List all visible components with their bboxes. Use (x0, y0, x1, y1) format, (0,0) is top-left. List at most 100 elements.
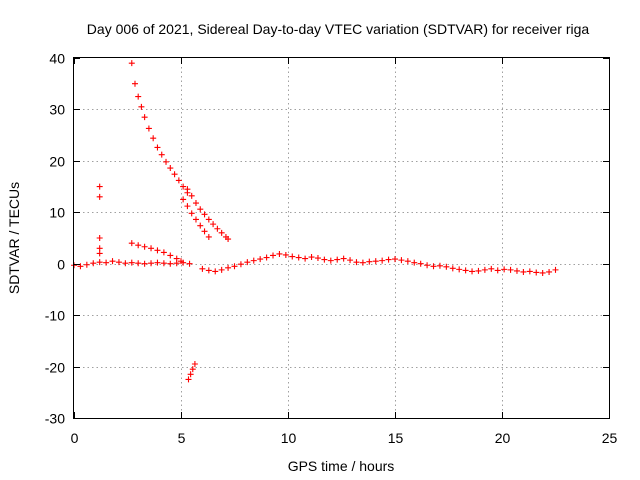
data-point (494, 267, 501, 274)
data-point (424, 262, 431, 269)
data-point (186, 260, 193, 267)
data-point (513, 267, 520, 274)
y-tick-label: 40 (49, 51, 65, 67)
data-point (184, 186, 191, 193)
data-point (128, 60, 135, 67)
data-point (282, 251, 289, 258)
data-point (175, 177, 182, 184)
y-tick-label: 30 (49, 102, 65, 118)
data-point (148, 260, 155, 267)
data-point (185, 376, 192, 383)
data-point (533, 269, 540, 276)
data-point (347, 257, 354, 264)
data-point (201, 211, 208, 218)
data-point (141, 243, 148, 250)
data-point (443, 263, 450, 270)
x-tick-label: 20 (495, 430, 511, 446)
data-point (173, 255, 180, 262)
data-point (404, 258, 411, 265)
data-point (167, 260, 174, 267)
data-point (398, 257, 405, 264)
data-point (501, 266, 508, 273)
data-point (141, 260, 148, 267)
data-point (197, 206, 204, 213)
data-point (295, 254, 302, 261)
data-point (192, 216, 199, 223)
data-point (366, 258, 373, 265)
y-tick-label: -30 (45, 411, 65, 427)
data-point (83, 261, 90, 268)
y-tick-label: 10 (49, 205, 65, 221)
data-point (225, 236, 232, 243)
data-point (205, 267, 212, 274)
data-point (167, 165, 174, 172)
series-upper-descending-arc (128, 60, 191, 196)
data-point (154, 259, 161, 266)
data-point (128, 259, 135, 266)
data-point (321, 256, 328, 263)
data-point (150, 135, 157, 142)
data-point (353, 259, 360, 266)
y-tick-label: 0 (57, 257, 65, 273)
data-point (481, 266, 488, 273)
data-point (96, 235, 103, 241)
data-point (289, 253, 296, 260)
data-point (225, 264, 232, 271)
data-point (135, 260, 142, 267)
data-point (163, 158, 170, 165)
data-point (359, 259, 366, 266)
data-point (178, 258, 184, 265)
data-point (526, 268, 533, 275)
y-axis-label: SDTVAR / TECUs (6, 182, 22, 294)
data-point (257, 256, 264, 263)
data-point (184, 203, 191, 210)
data-point (385, 256, 392, 263)
data-point (417, 260, 424, 267)
series-main-near-zero (71, 250, 559, 276)
data-point (122, 260, 129, 267)
series-second-descending-arc (184, 186, 232, 243)
data-point (552, 266, 559, 273)
data-point (372, 258, 379, 265)
data-point (340, 255, 347, 262)
data-point (314, 255, 321, 262)
data-point (475, 267, 482, 274)
y-tick-label: 20 (49, 154, 65, 170)
data-point (430, 263, 437, 270)
data-point (96, 193, 103, 200)
data-point (180, 196, 187, 203)
data-point (188, 210, 195, 217)
data-point (115, 259, 122, 266)
data-point (138, 103, 145, 110)
data-point (145, 125, 152, 132)
data-point (148, 245, 155, 252)
data-point (488, 265, 495, 272)
data-point (90, 260, 97, 267)
data-point (199, 265, 206, 272)
data-point (456, 266, 463, 273)
data-point (205, 233, 212, 240)
data-point (218, 266, 225, 273)
data-marks (71, 60, 559, 383)
data-point (188, 192, 195, 199)
data-point (379, 257, 386, 264)
data-point (135, 93, 142, 100)
data-point (77, 263, 84, 270)
data-point (546, 268, 553, 275)
data-point (180, 183, 187, 190)
x-axis-label: GPS time / hours (288, 458, 395, 474)
data-point (539, 269, 546, 276)
data-point (135, 242, 142, 249)
data-point (131, 80, 138, 87)
data-point (250, 257, 257, 264)
series-outliers (96, 183, 103, 257)
grid-layer (74, 58, 609, 418)
data-point (96, 245, 103, 252)
data-point (270, 252, 277, 259)
data-point (263, 254, 270, 261)
data-point (191, 361, 198, 367)
x-tick-label: 15 (388, 430, 404, 446)
x-tick-label: 25 (602, 430, 618, 446)
plot-frame (73, 57, 610, 419)
